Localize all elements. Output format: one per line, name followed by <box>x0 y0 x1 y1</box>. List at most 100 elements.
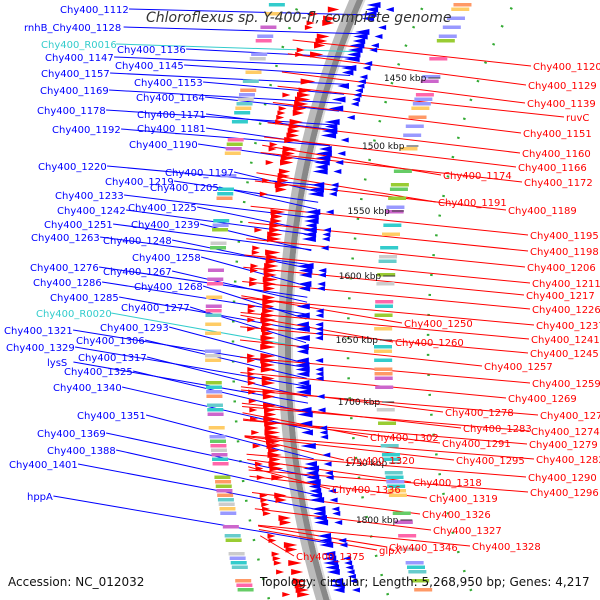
gene-arrow <box>276 569 285 575</box>
cog-block <box>205 354 222 358</box>
gene-arrow <box>298 285 311 292</box>
gene-arrow <box>298 267 313 274</box>
gene-arrow <box>247 353 256 359</box>
gene-arrow <box>313 515 327 521</box>
gene-label: Chy400_1325 <box>64 367 133 378</box>
gene-arrow <box>269 227 281 233</box>
gene-label: Chy400_1233 <box>55 191 124 202</box>
cog-block <box>257 34 274 38</box>
cog-block <box>209 435 226 439</box>
gene-arrow <box>314 42 326 49</box>
leader-line <box>257 524 471 547</box>
cog-block <box>415 93 434 97</box>
gene-arrow <box>260 497 269 503</box>
cog-block <box>374 313 393 317</box>
gene-arrow <box>250 268 259 273</box>
leader-line <box>246 238 526 268</box>
gene-arrow <box>317 407 326 413</box>
gene-arrow <box>330 182 339 188</box>
cog-block <box>408 115 427 119</box>
gene-label: Chy400_1302 <box>370 433 439 444</box>
gene-arrow <box>298 87 312 94</box>
cog-block <box>205 309 222 313</box>
leader-line <box>259 535 295 557</box>
gene-arrow <box>337 83 349 89</box>
cog-block <box>206 295 223 299</box>
cog-block <box>242 79 259 83</box>
gene-arrow <box>268 538 277 543</box>
leader-line <box>240 312 530 340</box>
cog-block <box>211 453 228 457</box>
cog-block <box>210 448 227 452</box>
gene-arrow <box>272 556 281 561</box>
gene-arrow <box>315 371 324 377</box>
gene-label: Chy400_1346 <box>389 543 458 554</box>
gene-arrow <box>267 231 283 238</box>
gene-arrow <box>317 281 326 287</box>
cog-block <box>226 142 243 146</box>
gene-arrow <box>260 326 275 332</box>
gene-arrow <box>277 173 290 179</box>
gene-label: Chy400_1245 <box>530 349 599 360</box>
leader-line <box>264 136 517 168</box>
gene-arrow <box>294 326 310 332</box>
gene-label: Chy400_1401 <box>9 460 78 471</box>
cog-block <box>382 232 401 236</box>
cog-block <box>411 106 430 110</box>
gene-arrow <box>310 182 325 188</box>
gene-arrow <box>328 191 337 197</box>
gene-arrow <box>303 227 317 233</box>
gene-arrow <box>250 263 259 269</box>
gene-arrow <box>267 236 282 242</box>
gene-arrow <box>323 555 337 562</box>
cog-block <box>392 511 411 515</box>
gene-arrow <box>318 268 327 273</box>
cog-block <box>212 228 229 232</box>
gene-label: Chy400_1319 <box>429 494 498 505</box>
cog-block <box>268 3 285 7</box>
gene-label: Chy400_1282 <box>536 455 600 466</box>
gene-arrow <box>304 209 321 215</box>
leader-line <box>198 143 327 164</box>
cog-block <box>374 367 393 371</box>
cog-block <box>214 475 231 479</box>
gene-arrow <box>335 160 344 165</box>
gene-arrow <box>263 402 277 409</box>
cog-block <box>374 372 393 376</box>
cog-block <box>422 75 441 79</box>
gene-label: Chy400_1257 <box>484 362 553 373</box>
gene-arrow <box>268 461 284 467</box>
cog-block <box>222 525 239 529</box>
cog-block <box>220 174 237 178</box>
tick-label: 1600 kbp <box>339 272 382 282</box>
gene-label: Chy400_1164 <box>136 93 205 104</box>
gene-arrow <box>353 92 362 98</box>
gene-arrow <box>324 119 340 125</box>
leader-line <box>102 281 307 315</box>
gene-label: Chy400_1242 <box>57 206 126 217</box>
gene-label: Chy400_1129 <box>528 81 597 92</box>
cog-block <box>377 273 396 277</box>
gene-label: Chy400_1267 <box>103 267 172 278</box>
gene-arrow <box>263 285 276 292</box>
cog-block <box>206 390 223 394</box>
gene-arrow <box>283 542 298 548</box>
leader-line <box>123 26 366 35</box>
cog-block <box>207 408 224 412</box>
leader-line <box>292 39 532 67</box>
leader-line <box>186 48 357 59</box>
leader-line <box>113 223 312 251</box>
gene-label: Chy400_1326 <box>422 510 491 521</box>
cog-block <box>388 493 407 497</box>
leader-line <box>144 339 307 379</box>
cog-block <box>374 304 393 308</box>
gene-label: Chy400_1250 <box>404 319 473 330</box>
cog-block <box>217 493 234 497</box>
gene-arrow <box>262 276 278 283</box>
leader-line <box>233 171 321 193</box>
gene-arrow <box>247 367 256 372</box>
gene-arrow <box>323 227 332 233</box>
gene-label: Chy400_1181 <box>137 124 206 135</box>
gene-arrow <box>315 308 324 314</box>
gene-arrow <box>247 376 256 381</box>
